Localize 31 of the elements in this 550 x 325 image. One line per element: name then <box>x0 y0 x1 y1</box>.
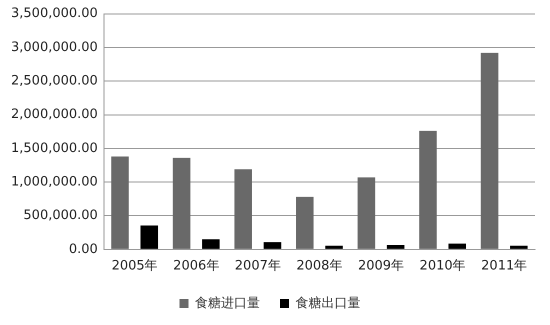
bar <box>325 246 343 249</box>
legend-label: 食糖出口量 <box>296 296 360 311</box>
x-tick-label: 2009年 <box>358 258 404 274</box>
y-tick-label: 500,000.00 <box>23 208 98 224</box>
bar <box>480 52 498 249</box>
y-tick-label: 3,000,000.00 <box>10 40 98 55</box>
x-tick-label: 2011年 <box>481 258 528 274</box>
y-tick-label: 2,500,000.00 <box>10 73 98 88</box>
y-tick-label: 2,000,000.00 <box>10 107 98 122</box>
bar <box>296 196 314 249</box>
y-tick-label: 1,500,000.00 <box>10 140 98 156</box>
x-tick-label: 2006年 <box>173 258 220 274</box>
bar <box>172 158 190 249</box>
bar <box>510 246 528 249</box>
bar <box>448 244 466 249</box>
legend-label: 食糖进口量 <box>195 296 260 311</box>
x-tick-label: 2010年 <box>420 258 466 274</box>
bar <box>264 242 282 249</box>
bar <box>234 169 252 249</box>
bar <box>140 226 158 249</box>
bar <box>202 239 220 249</box>
bar <box>386 245 404 249</box>
bar <box>419 130 437 249</box>
bar <box>111 156 129 249</box>
x-tick-label: 2008年 <box>296 258 342 274</box>
x-tick-label: 2005年 <box>112 258 158 274</box>
y-tick-label: 0.00 <box>68 242 98 257</box>
y-tick-label: 1,000,000.00 <box>10 174 98 190</box>
bar <box>358 177 376 249</box>
x-tick-label: 2007年 <box>234 258 281 274</box>
y-tick-label: 3,500,000.00 <box>10 6 98 22</box>
